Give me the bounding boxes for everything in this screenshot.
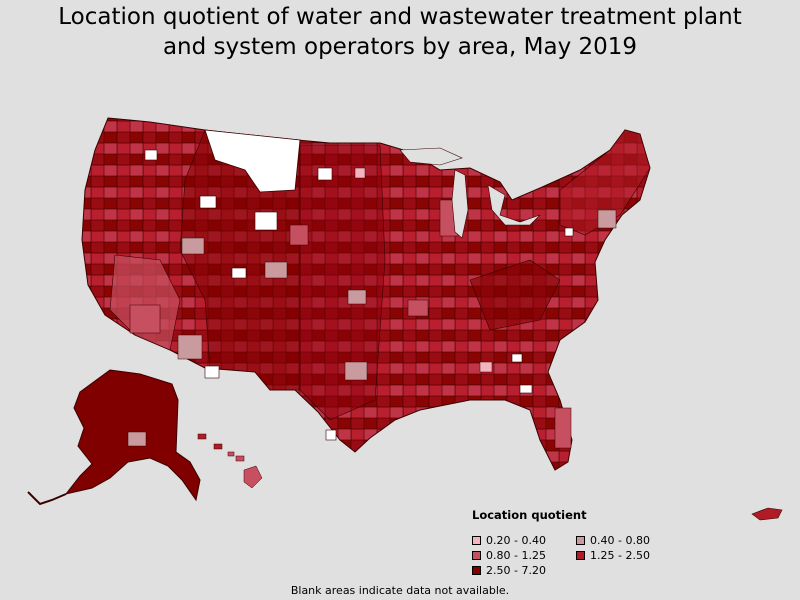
legend-swatch: [472, 551, 481, 560]
area-light-1: [129, 304, 161, 334]
area-light-11: [354, 167, 366, 179]
footnote: Blank areas indicate data not available.: [290, 584, 510, 597]
great-plains-region: [299, 144, 386, 421]
legend-item: 0.80 - 1.25: [472, 549, 576, 562]
no-data-area-3: [231, 267, 247, 279]
area-light-10: [479, 361, 493, 373]
no-data-montana: [204, 129, 301, 193]
legend-swatch: [472, 566, 481, 575]
legend-title: Location quotient: [472, 508, 587, 522]
area-light-9: [597, 209, 617, 229]
legend-label: 0.80 - 1.25: [486, 549, 546, 562]
no-data-area-11: [564, 227, 574, 237]
alaska-area-light: [127, 431, 147, 447]
no-data-area-8: [519, 384, 533, 394]
legend-swatch: [576, 551, 585, 560]
area-light-3: [181, 237, 205, 255]
area-light-5: [344, 361, 368, 381]
area-light-4: [264, 261, 288, 279]
hawaii-region: [197, 433, 263, 489]
no-data-area-7: [511, 353, 523, 363]
area-light-8: [554, 407, 572, 449]
area-light-2: [177, 334, 203, 360]
lake-superior: [399, 147, 463, 166]
no-data-area-10: [199, 195, 217, 209]
no-data-area-4: [204, 365, 220, 379]
map-title-line-2: and system operators by area, May 2019: [162, 34, 638, 60]
no-data-area-5: [317, 167, 333, 181]
legend-swatch: [576, 536, 585, 545]
legend-item: 2.50 - 7.20: [472, 564, 576, 577]
no-data-area-9: [325, 429, 337, 441]
legend-swatch: [472, 536, 481, 545]
lake-michigan: [451, 169, 469, 239]
area-light-7: [347, 289, 367, 305]
southwest-region: [109, 254, 181, 351]
legend-item: 1.25 - 2.50: [576, 549, 686, 562]
lake-huron-erie: [487, 184, 541, 226]
legend-label: 1.25 - 2.50: [590, 549, 650, 562]
legend-items: 0.20 - 0.40 0.40 - 0.80 0.80 - 1.25 1.25…: [472, 534, 692, 577]
legend-label: 0.20 - 0.40: [486, 534, 546, 547]
legend-item: 0.20 - 0.40: [472, 534, 576, 547]
aleutian-islands: [27, 491, 67, 506]
legend-item: 0.40 - 0.80: [576, 534, 686, 547]
no-data-area-6: [144, 149, 158, 161]
area-light-6: [289, 224, 309, 246]
puerto-rico-region: [751, 507, 783, 521]
appalachia-region: [469, 259, 561, 331]
legend-label: 0.40 - 0.80: [590, 534, 650, 547]
no-data-area-2: [254, 211, 278, 231]
map-title: Location quotient of water and wastewate…: [0, 2, 800, 62]
map-title-line-1: Location quotient of water and wastewate…: [58, 4, 742, 30]
legend: Location quotient 0.20 - 0.40 0.40 - 0.8…: [472, 508, 692, 577]
legend-label: 2.50 - 7.20: [486, 564, 546, 577]
area-light-12: [407, 299, 429, 317]
